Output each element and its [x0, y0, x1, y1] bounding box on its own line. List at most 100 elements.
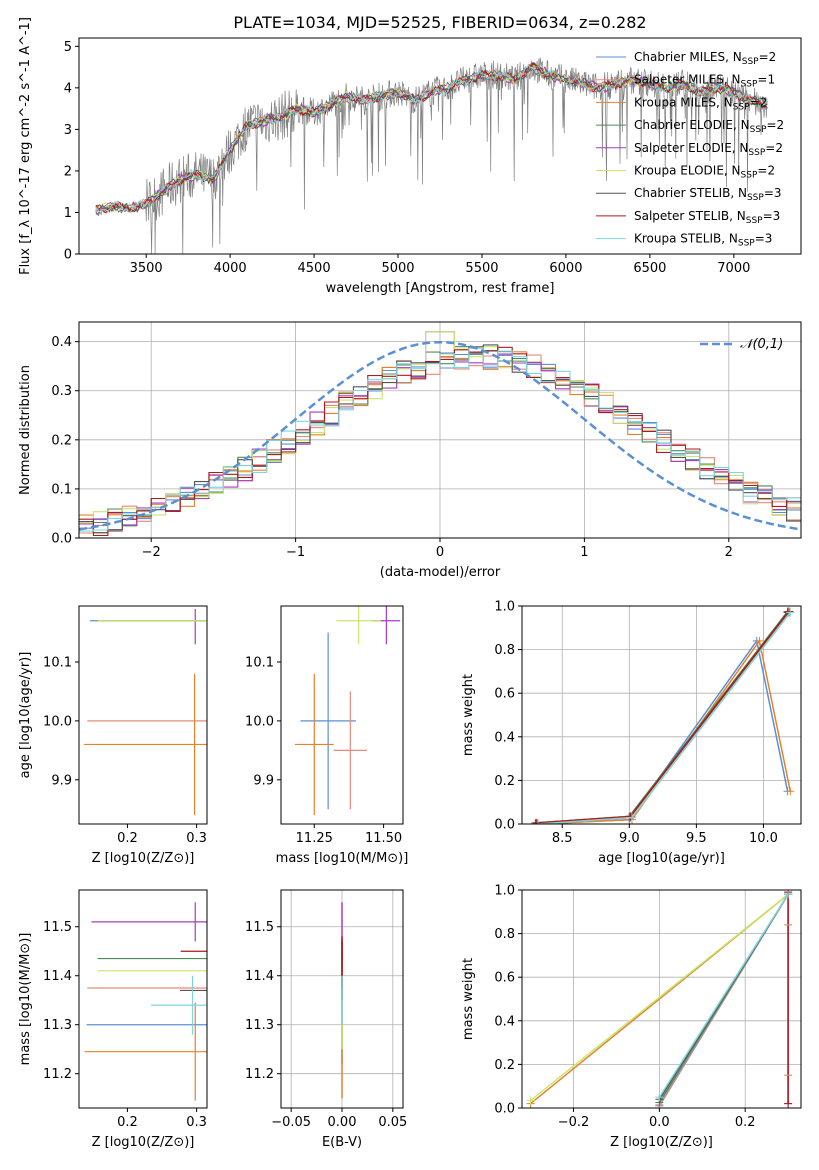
y-tick-label: 0.3: [51, 384, 72, 399]
legend-count: =3: [764, 186, 782, 200]
plot-area: [83, 608, 207, 816]
axes-frame: [78, 605, 208, 825]
weight-line: [658, 893, 789, 1098]
weight-line: [536, 612, 790, 824]
x-tick-label: −1: [286, 545, 305, 560]
y-tick-label: 11.5: [245, 920, 274, 935]
x-tick-label: 0.3: [186, 1115, 207, 1130]
y-axis-label: mass weight: [461, 958, 476, 1040]
legend-entry: Kroupa STELIB, NSSP=3: [634, 232, 772, 249]
legend-entry: Chabrier STELIB, NSSP=3: [634, 186, 782, 203]
x-tick-label: 11.25: [296, 831, 333, 846]
legend-sub: SSP: [750, 125, 767, 135]
legend-entry: Chabrier MILES, NSSP=2: [634, 50, 776, 67]
marker-plus: [534, 820, 543, 824]
weight-line: [536, 611, 790, 824]
axes-frame: [280, 605, 404, 825]
y-tick-label: 11.2: [245, 1067, 274, 1082]
model-fit-line: [95, 62, 768, 214]
weight-line: [530, 893, 789, 1101]
y-tick-label: 0: [64, 248, 72, 263]
legend-entry: Chabrier ELODIE, NSSP=2: [634, 118, 784, 135]
y-tick-label: 0.2: [51, 433, 72, 448]
y-tick-label: 11.3: [43, 1018, 72, 1033]
y-tick-label: 10.0: [43, 714, 72, 729]
age-vs-metallicity-panel: 0.2 0.3 9.9 10.0 10.1 Z [log10(Z/Z⊙)] age [log…: [18, 605, 208, 866]
legend-entry: Kroupa ELODIE, NSSP=2: [634, 164, 775, 181]
y-tick-label: 0.4: [494, 1014, 515, 1029]
y-tick-label: 0.2: [494, 774, 515, 789]
y-tick-label: 1: [64, 206, 72, 221]
legend-count: =3: [763, 209, 781, 223]
x-tick-label: 0: [436, 545, 444, 560]
x-tick-label: 6500: [633, 261, 666, 276]
x-tick-label: 0.00: [328, 1115, 357, 1130]
mass-vs-ebv-panel: −0.05 0.00 0.05 11.2 11.3 11.4 11.5 E(B-V): [245, 889, 407, 1150]
x-axis-label: (data-model)/error: [380, 565, 501, 580]
x-tick-label: −0.2: [558, 1115, 590, 1130]
legend-count: =2: [766, 118, 784, 132]
y-tick-label: 0.8: [494, 927, 515, 942]
y-axis-label: mass [log10(M/M⊙)]: [18, 933, 33, 1066]
x-tick-label: 5500: [465, 261, 498, 276]
x-tick-label: 0.3: [186, 831, 207, 846]
y-tick-label: 0.1: [51, 482, 72, 497]
x-tick-label: 1: [580, 545, 588, 560]
plot-area: [526, 890, 793, 1108]
weight-line: [535, 639, 789, 824]
x-tick-label: −2: [142, 545, 161, 560]
x-axis-label: age [log10(age/yr)]: [598, 851, 725, 866]
y-tick-label: 1.0: [494, 884, 515, 899]
legend-entry: Salpeter MILES, NSSP=1: [634, 73, 775, 90]
y-axis-label: mass weight: [461, 674, 476, 756]
observed-spectrum: [95, 57, 768, 254]
legend-count: =3: [755, 232, 773, 246]
y-tick-label: 10.1: [43, 655, 72, 670]
legend-sub: SSP: [741, 171, 758, 181]
x-tick-label: 0.2: [117, 1115, 138, 1130]
plot-area: [294, 606, 401, 816]
x-tick-label: −0.05: [271, 1115, 311, 1130]
normal-curve: [79, 340, 801, 531]
y-tick-label: 4: [64, 81, 72, 96]
weight-vs-metallicity-panel: −0.2 0.0 0.2 0.0 0.2 0.4 0.6 0.8 1.0 Z [log10(Z/Z…: [461, 884, 802, 1150]
y-tick-label: 10.1: [245, 655, 274, 670]
axes-frame: [521, 889, 802, 1109]
legend-count: =2: [750, 95, 768, 109]
y-tick-label: 0.4: [494, 730, 515, 745]
x-tick-label: 4500: [298, 261, 331, 276]
x-tick-label: 2: [725, 545, 733, 560]
plot-area: [95, 57, 768, 254]
y-tick-label: 11.3: [245, 1018, 274, 1033]
x-tick-label: 0.2: [735, 1115, 756, 1130]
weight-line: [538, 639, 792, 824]
legend-entry: 𝒩(0,1): [740, 337, 783, 352]
legend-sub: SSP: [733, 102, 750, 112]
y-tick-label: 11.5: [43, 920, 72, 935]
x-tick-label: 8.5: [552, 831, 573, 846]
weight-line: [538, 611, 791, 824]
legend-entry: Salpeter STELIB, NSSP=3: [634, 209, 780, 226]
legend-count: =2: [759, 50, 777, 64]
x-axis-label: mass [log10(M/M⊙)]: [276, 851, 409, 866]
x-tick-label: 0.0: [649, 1115, 670, 1130]
legend-count: =2: [765, 141, 783, 155]
x-axis-label: E(B-V): [322, 1135, 362, 1150]
axes-frame: [78, 889, 208, 1109]
weight-line: [538, 612, 791, 824]
histogram-step: [79, 331, 801, 524]
x-tick-label: 10.0: [749, 831, 778, 846]
figure-title: PLATE=1034, MJD=52525, FIBERID=0634, z=0…: [233, 13, 646, 32]
x-tick-label: 9.5: [686, 831, 707, 846]
axes-frame: [78, 37, 802, 255]
y-tick-label: 0.6: [494, 687, 515, 702]
legend-count: =1: [757, 73, 775, 87]
weight-line: [535, 612, 789, 824]
y-tick-label: 1.0: [494, 600, 515, 615]
weight-vs-age-panel: 8.5 9.0 9.5 10.0 0.0 0.2 0.4 0.6 0.8 1.0 age [log1…: [461, 600, 802, 866]
x-tick-label: 4000: [214, 261, 247, 276]
legend-sub: SSP: [738, 239, 755, 249]
weight-line: [536, 611, 790, 824]
histogram-step: [79, 347, 801, 532]
x-axis-label: wavelength [Angstrom, rest frame]: [326, 281, 555, 296]
